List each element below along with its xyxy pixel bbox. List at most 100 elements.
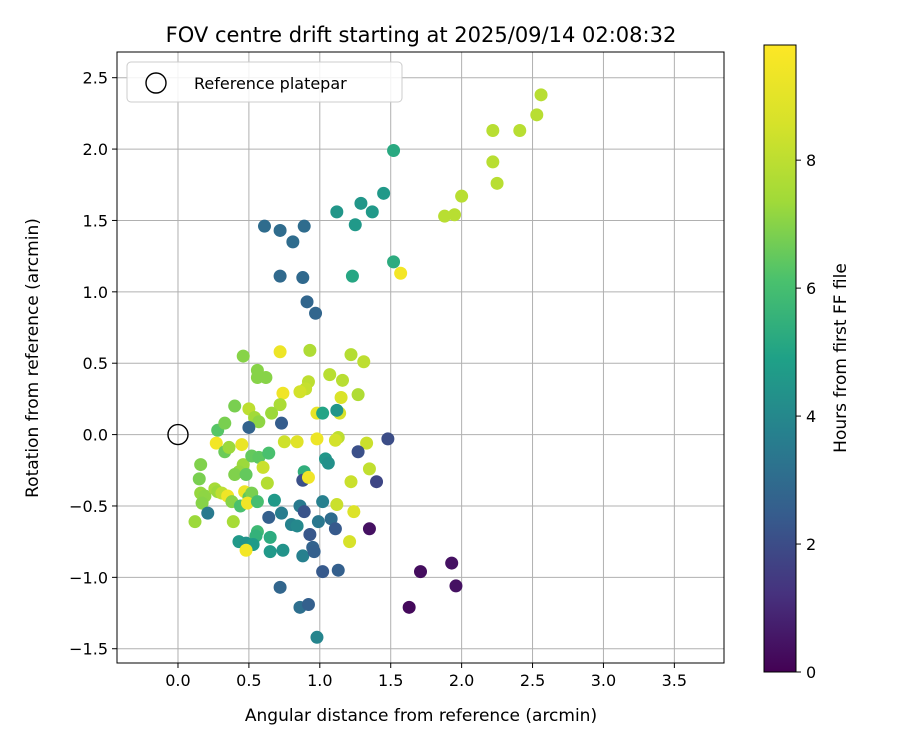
legend: Reference platepar [126, 61, 403, 103]
colorbar: 0 2 4 6 8 Hours from first FF file [763, 44, 851, 682]
colorbar-gradient [763, 44, 797, 673]
data-point [303, 343, 317, 357]
x-tick-label: 0.0 [165, 671, 190, 690]
y-tick-label: 0.5 [83, 354, 108, 373]
colorbar-label: Hours from first FF file [831, 263, 851, 453]
x-tick-label: 3.5 [662, 671, 687, 690]
reference-marker [167, 423, 189, 446]
data-point [242, 420, 256, 434]
data-point [347, 505, 361, 519]
data-point [362, 522, 376, 536]
data-point [344, 348, 358, 362]
data-point [486, 155, 500, 169]
data-point [192, 472, 206, 486]
data-point [334, 390, 348, 404]
data-point [316, 565, 330, 579]
data-point [362, 462, 376, 476]
colorbar-tick-label: 2 [806, 535, 816, 554]
data-point [228, 468, 242, 482]
data-point [370, 475, 384, 489]
data-point [354, 196, 368, 210]
data-point [222, 440, 236, 454]
data-point [218, 416, 232, 430]
data-point [316, 406, 330, 420]
legend-entry-reference: Reference platepar [194, 74, 347, 93]
data-point [188, 515, 202, 529]
data-point [360, 436, 374, 450]
colorbar-tick-label: 8 [806, 151, 816, 170]
data-point [513, 124, 527, 138]
data-point [311, 515, 325, 529]
data-point [239, 468, 253, 482]
x-tick-label: 0.5 [236, 671, 261, 690]
y-tick-label: 2.5 [83, 69, 108, 88]
data-point [301, 470, 315, 484]
colorbar-tick-label: 4 [806, 407, 816, 426]
colorbar-ticks: 0 2 4 6 8 [796, 151, 816, 682]
data-point [236, 349, 250, 363]
data-point [240, 496, 254, 510]
data-point [402, 600, 416, 614]
data-point [335, 373, 349, 387]
data-point [345, 269, 359, 283]
data-point [321, 456, 335, 470]
data-point [448, 208, 462, 222]
data-point [438, 209, 452, 223]
data-point [257, 219, 271, 233]
data-point [301, 597, 315, 611]
data-point [262, 510, 276, 524]
data-point [310, 432, 324, 446]
data-point [381, 432, 395, 446]
data-point [259, 370, 273, 384]
data-point [296, 549, 310, 563]
data-point [330, 403, 344, 417]
data-point [226, 515, 240, 529]
data-point [286, 235, 300, 249]
data-point [201, 506, 215, 520]
data-point [297, 505, 311, 519]
data-point [348, 218, 362, 232]
data-point [343, 535, 357, 549]
data-point [310, 630, 324, 644]
data-point [303, 528, 317, 542]
y-tick-label: −0.5 [69, 497, 108, 516]
y-tick-label: 1.5 [83, 211, 108, 230]
x-tick-label: 3.0 [591, 671, 616, 690]
data-point [273, 269, 287, 283]
y-axis-label: Rotation from reference (arcmin) [23, 218, 43, 498]
data-point [324, 512, 338, 526]
data-point [273, 398, 287, 412]
data-point [290, 435, 304, 449]
x-tick-label: 2.0 [449, 671, 474, 690]
data-point [297, 219, 311, 233]
data-point [309, 306, 323, 320]
data-point [486, 124, 500, 138]
y-tick-label: 0.0 [83, 426, 108, 445]
data-point [351, 445, 365, 459]
chart-title: FOV centre drift starting at 2025/09/14 … [166, 23, 677, 47]
data-point [235, 438, 249, 452]
y-tick-label: −1.0 [69, 568, 108, 587]
x-tick-label: 1.5 [378, 671, 403, 690]
data-point [530, 108, 544, 122]
y-tick-label: 2.0 [83, 140, 108, 159]
data-point [328, 433, 342, 447]
data-point [387, 255, 401, 269]
data-point [277, 435, 291, 449]
data-point [296, 271, 310, 285]
data-point [455, 189, 469, 203]
data-point [414, 565, 427, 579]
data-point [445, 556, 459, 570]
data-point [252, 415, 266, 429]
legend-box [126, 61, 403, 103]
data-point [263, 530, 277, 544]
y-axis-ticks: −1.5 −1.0 −0.5 0.0 0.5 1.0 1.5 2.0 2.5 [69, 69, 117, 659]
data-point [351, 388, 365, 402]
data-point [490, 176, 504, 190]
data-point [394, 266, 408, 280]
legend-marker [145, 72, 167, 94]
data-point [273, 345, 287, 359]
data-point [256, 460, 270, 474]
x-tick-label: 1.0 [307, 671, 332, 690]
data-point [209, 436, 223, 450]
